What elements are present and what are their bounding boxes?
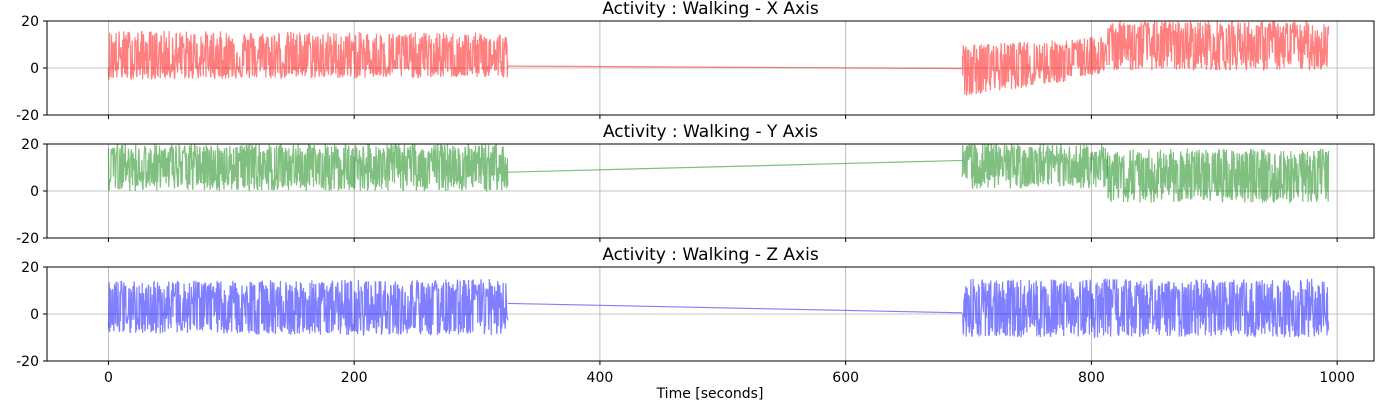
chart-panel-2: -20 0 20 Activity : Walking - Y Axis bbox=[16, 122, 1375, 247]
x-tick-label: 800 bbox=[1078, 370, 1105, 386]
x-tick-label: 600 bbox=[832, 370, 859, 386]
x-tick-label: 200 bbox=[341, 370, 368, 386]
series-line-segment bbox=[1106, 148, 1330, 205]
y-tick-label: -20 bbox=[16, 231, 39, 247]
xlabel: Time [seconds] bbox=[656, 386, 764, 400]
series-line-segment bbox=[1106, 21, 1330, 72]
y-tick-label: -20 bbox=[16, 108, 39, 124]
y-tick-label: 0 bbox=[30, 184, 39, 200]
y-tick-label: 20 bbox=[21, 260, 39, 276]
x-tick-label: 1000 bbox=[1319, 370, 1355, 386]
series-line-segment bbox=[1066, 37, 1108, 77]
series-line-segment bbox=[962, 277, 1330, 339]
series-line-segment bbox=[507, 159, 963, 173]
y-tick-label: 20 bbox=[21, 137, 39, 153]
series-line-segment bbox=[507, 65, 963, 70]
y-tick-label: 20 bbox=[21, 14, 39, 30]
x-tick-label: 400 bbox=[587, 370, 614, 386]
series-line-segment bbox=[961, 144, 1108, 190]
series-line-segment bbox=[107, 144, 509, 193]
chart-title: Activity : Walking - Z Axis bbox=[602, 245, 819, 265]
series-line-segment bbox=[107, 30, 509, 81]
series-line-segment bbox=[107, 279, 509, 336]
chart-title: Activity : Walking - Y Axis bbox=[603, 122, 818, 142]
chart-panel-1: -20 0 20 Activity : Walking - X Axis bbox=[16, 0, 1375, 124]
y-tick-label: 0 bbox=[30, 61, 39, 77]
chart-title: Activity : Walking - X Axis bbox=[602, 0, 819, 19]
series-line-segment bbox=[507, 302, 963, 314]
y-tick-label: -20 bbox=[16, 354, 39, 370]
y-tick-label: 0 bbox=[30, 307, 39, 323]
series-line-segment bbox=[961, 40, 1068, 96]
x-tick-label: 0 bbox=[104, 370, 113, 386]
